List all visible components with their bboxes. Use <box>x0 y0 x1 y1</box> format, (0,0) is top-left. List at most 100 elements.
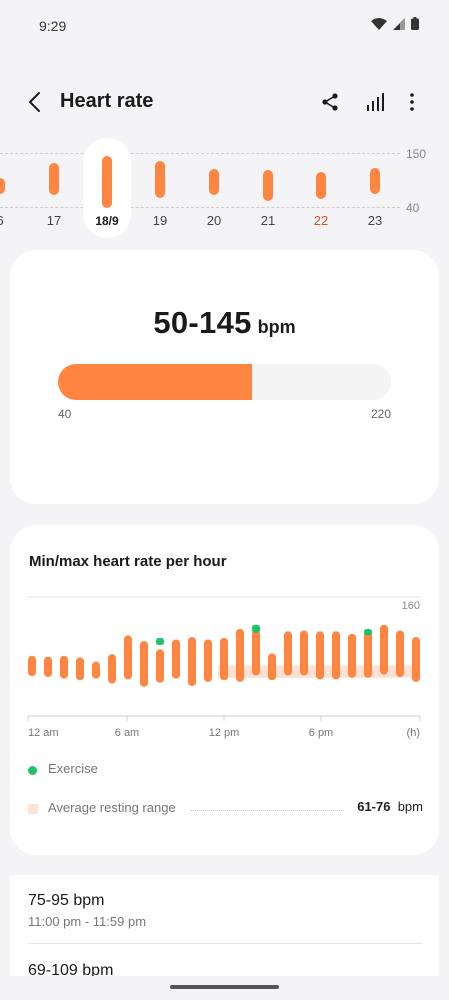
record-divider <box>28 943 423 944</box>
chart-x-tick-label: 6 pm <box>309 727 333 739</box>
range-unit: bpm <box>257 317 296 337</box>
status-icons <box>371 17 419 30</box>
resting-range-swatch-icon <box>28 804 38 814</box>
hr-bar-9 <box>172 639 180 679</box>
hourly-title: Min/max heart rate per hour <box>29 553 227 570</box>
wifi-icon <box>371 17 387 30</box>
hr-bar-1 <box>44 656 52 678</box>
legend-leader <box>190 810 344 811</box>
hr-bar-2 <box>60 655 68 679</box>
daily-range-card: 50-145 bpm 40 220 <box>10 250 439 504</box>
hourly-chart[interactable]: 160 12 am 6 am 12 pm 6 pm (h) <box>10 585 439 745</box>
hr-bar-3 <box>76 657 84 681</box>
day-column-23[interactable]: 23 <box>351 138 399 238</box>
record-range: 69-109 bpm <box>28 962 114 979</box>
hr-bar-12 <box>220 637 228 681</box>
share-icon <box>322 93 338 111</box>
hr-bar-6 <box>124 635 132 680</box>
app-header: Heart rate <box>0 78 449 126</box>
exercise-bar-2 <box>364 628 372 636</box>
resting-value: 61-76 bpm <box>357 799 423 814</box>
day-label: 22 <box>313 213 329 228</box>
week-guide-bottom <box>0 207 400 208</box>
week-strip: 150 40 6 17 18/9 19 20 21 22 23 <box>0 132 449 242</box>
chart-y-max-label: 160 <box>402 600 420 612</box>
back-arrow-icon <box>29 92 40 112</box>
record-range: 75-95 bpm <box>28 892 105 909</box>
day-column-19[interactable]: 19 <box>136 138 184 238</box>
hourly-records-list: 75-95 bpm 11:00 pm - 11:59 pm 69-109 bpm <box>10 875 439 985</box>
legend-resting: Average resting range 61-76 bpm <box>28 798 423 820</box>
day-label: 17 <box>46 213 62 228</box>
record-time: 11:00 pm - 11:59 pm <box>28 914 147 929</box>
exercise-dot-icon <box>28 766 37 775</box>
hr-bar-24 <box>412 637 420 682</box>
legend-exercise: Exercise <box>28 759 423 781</box>
share-button[interactable] <box>316 88 344 116</box>
hr-bar-18 <box>316 631 324 680</box>
hr-bar-22 <box>380 624 388 675</box>
day-column-18/9[interactable]: 18/9 <box>83 138 131 238</box>
day-column-22[interactable]: 22 <box>297 138 345 238</box>
day-column-20[interactable]: 20 <box>190 138 238 238</box>
day-range-bar <box>316 172 326 199</box>
resting-range-number: 61-76 <box>357 799 391 814</box>
range-max-label: 220 <box>370 407 391 421</box>
range-fill <box>58 364 253 400</box>
week-scale-top: 150 <box>406 147 427 161</box>
list-item[interactable]: 75-95 bpm 11:00 pm - 11:59 pm <box>28 892 423 929</box>
day-label: 20 <box>206 213 222 228</box>
day-label: 6 <box>0 213 24 228</box>
status-bar: 9:29 <box>0 0 449 52</box>
more-options-button[interactable] <box>398 88 426 116</box>
hourly-card: Min/max heart rate per hour 160 12 am 6 am… <box>10 525 439 855</box>
chart-x-tick-label: 12 am <box>28 727 59 739</box>
hr-bar-5 <box>108 654 116 684</box>
day-column-6[interactable]: 6 <box>0 138 24 238</box>
page-title: Heart rate <box>60 90 154 112</box>
more-vert-icon <box>410 93 414 111</box>
day-range-bar <box>102 156 112 209</box>
hr-bar-16 <box>284 631 292 676</box>
range-track <box>58 364 391 400</box>
week-guide-top <box>0 153 400 154</box>
day-label: 23 <box>367 213 383 228</box>
status-time: 9:29 <box>39 18 67 34</box>
hr-bar-15 <box>268 653 276 681</box>
list-item[interactable]: 69-109 bpm <box>28 962 423 980</box>
day-range-bar <box>0 178 5 194</box>
range-min-label: 40 <box>58 407 72 421</box>
hr-bar-4 <box>92 661 100 679</box>
hr-bar-11 <box>204 639 212 682</box>
hr-bar-10 <box>188 637 196 687</box>
legend-resting-label: Average resting range <box>48 800 176 815</box>
hr-bar-0 <box>28 655 36 677</box>
legend-exercise-label: Exercise <box>48 761 98 776</box>
hr-bar-7 <box>140 641 148 687</box>
chart-x-tick-label: 6 am <box>115 727 139 739</box>
hr-bar-8 <box>156 649 164 683</box>
hr-bar-23 <box>396 630 404 678</box>
day-range-bar <box>209 168 219 196</box>
day-label: 19 <box>152 213 168 228</box>
chart-x-tick-label: 12 pm <box>209 727 240 739</box>
day-label: 18/9 <box>95 214 119 228</box>
battery-icon <box>411 17 419 30</box>
day-column-17[interactable]: 17 <box>30 138 78 238</box>
day-range-bar <box>49 162 59 196</box>
chart-x-tick-label: (h) <box>407 727 420 739</box>
hr-bar-14 <box>252 629 260 676</box>
hr-bar-19 <box>332 631 340 680</box>
hr-bar-17 <box>300 630 308 676</box>
home-indicator[interactable] <box>170 985 279 989</box>
bar-chart-icon <box>367 93 384 111</box>
exercise-bar-1 <box>252 624 260 633</box>
hr-bar-21 <box>364 629 372 678</box>
trends-button[interactable] <box>361 88 389 116</box>
hr-bar-13 <box>236 628 244 682</box>
resting-range-unit: bpm <box>397 799 423 814</box>
day-range-bar <box>155 160 165 198</box>
range-number: 50-145 <box>153 305 252 340</box>
back-button[interactable] <box>22 88 50 116</box>
day-column-21[interactable]: 21 <box>244 138 292 238</box>
